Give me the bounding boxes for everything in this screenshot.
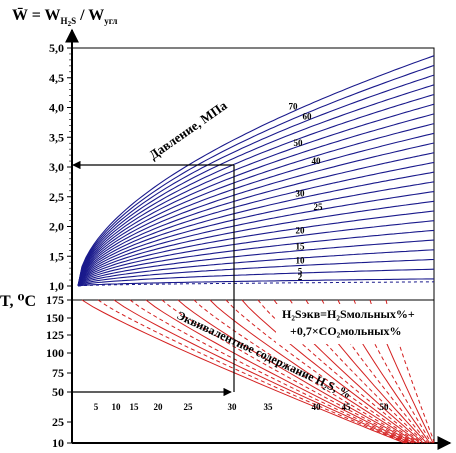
h2s-curve (257, 299, 423, 444)
lower-y-tick-label: 150 (46, 311, 64, 325)
lower-y-tick-label: 50 (52, 385, 64, 399)
pressure-curve (77, 229, 435, 287)
upper-y-tick-label: 1,0 (49, 279, 64, 293)
pressure-curve (77, 84, 435, 287)
upper-y-tick-label: 3,0 (49, 160, 64, 174)
h2s-curve-label: 5 (94, 402, 99, 412)
pressure-curve (77, 210, 435, 287)
h2s-curve (225, 299, 419, 444)
lower-y-ticks: 175 150 125 100 75 50 25 10 (46, 293, 72, 450)
pressure-annotation: Давление, МПа (146, 97, 230, 162)
lower-y-tick-label: 75 (52, 366, 64, 380)
pressure-curve (77, 93, 435, 287)
h2s-curve (177, 299, 415, 444)
pressure-curve-label: 40 (312, 156, 322, 166)
pressure-curve (77, 161, 435, 287)
formula-box (276, 304, 426, 344)
pressure-curves (77, 55, 435, 287)
pressure-curve-label: 5 (298, 267, 303, 277)
pressure-curve-dashed (77, 281, 435, 287)
h2s-curve-label: 10 (112, 402, 122, 412)
pressure-curve (77, 268, 435, 287)
upper-y-tick-label: 2,5 (49, 190, 64, 204)
pressure-curve (77, 171, 435, 287)
h2s-curve-label: 30 (228, 402, 238, 412)
lower-y-tick-label: 100 (46, 346, 64, 360)
pressure-curve (77, 200, 435, 287)
upper-y-tick-label: 4,5 (49, 71, 64, 85)
h2s-curve (241, 299, 421, 444)
pressure-curve (77, 152, 435, 287)
pressure-curve-label: 2 (298, 272, 303, 282)
pressure-curve (77, 64, 435, 287)
pressure-curve-label: 10 (296, 256, 306, 266)
upper-y-tick-label: 5,0 (49, 41, 64, 55)
lower-y-tick-label: 25 (52, 415, 64, 429)
chart-title: W̄ = WH2S / Wугл (12, 5, 117, 28)
pressure-curve (77, 249, 435, 287)
temperature-axis-title: T, ⁰C (0, 293, 36, 310)
pressure-curve (77, 74, 435, 287)
h2s-curve-label: 25 (184, 402, 194, 412)
lower-y-tick-label: 10 (52, 436, 64, 450)
h2s-curve-label: 20 (154, 402, 164, 412)
pressure-curve-label: 70 (289, 101, 299, 111)
pressure-curve (77, 278, 434, 287)
upper-y-ticks: 1,0 1,5 2,0 2,5 3,0 3,5 4,0 4,5 5,0 (49, 41, 72, 293)
h2s-curve-label: 45 (342, 402, 352, 412)
pressure-curve-label: 15 (296, 242, 306, 252)
pressure-curve (77, 191, 435, 287)
pressure-curve (77, 113, 435, 287)
h2s-curve (161, 299, 413, 444)
h2s-curve (97, 299, 406, 444)
h2s-curve (321, 299, 429, 444)
pressure-curve (77, 132, 435, 287)
h2s-curve-label: 35 (264, 402, 274, 412)
pressure-curve (77, 103, 435, 287)
pressure-curve (77, 181, 435, 287)
h2s-curve-label: 50 (380, 402, 390, 412)
pressure-curve-label: 25 (314, 202, 324, 212)
h2s-curve (193, 299, 416, 444)
pressure-curve (77, 258, 435, 287)
upper-y-tick-label: 1,5 (49, 249, 64, 263)
formula-line-2: +0,7×CO₂мольных% (290, 324, 402, 338)
upper-y-tick-label: 4,0 (49, 101, 64, 115)
upper-y-tick-label: 2,0 (49, 220, 64, 234)
pressure-curve (77, 123, 435, 287)
h2s-curve (113, 299, 408, 444)
pressure-curve (77, 55, 435, 287)
lower-y-tick-label: 125 (46, 328, 64, 342)
pressure-curve (77, 239, 435, 287)
h2s-curve (81, 299, 405, 444)
h2s-curve (209, 299, 418, 444)
upper-y-tick-label: 3,5 (49, 130, 64, 144)
h2s-curve-label: 40 (312, 402, 322, 412)
pressure-curve-label: 20 (296, 225, 306, 235)
lower-y-tick-label: 175 (46, 293, 64, 307)
pressure-curve (77, 220, 435, 287)
pressure-curve-label: 30 (296, 189, 306, 199)
pressure-curve-label: 50 (294, 138, 304, 148)
h2s-curve (129, 299, 410, 444)
h2s-curve-label: 15 (130, 402, 140, 412)
formula-line-1: H₂Sэкв=H₂Sмольных%+ (282, 307, 415, 321)
h2s-curve (145, 299, 411, 444)
pressure-curve (77, 142, 435, 287)
h2s-curve-labels: 5 10 15 20 25 30 35 40 45 50 (94, 402, 389, 412)
pressure-curve-label: 60 (303, 112, 313, 122)
